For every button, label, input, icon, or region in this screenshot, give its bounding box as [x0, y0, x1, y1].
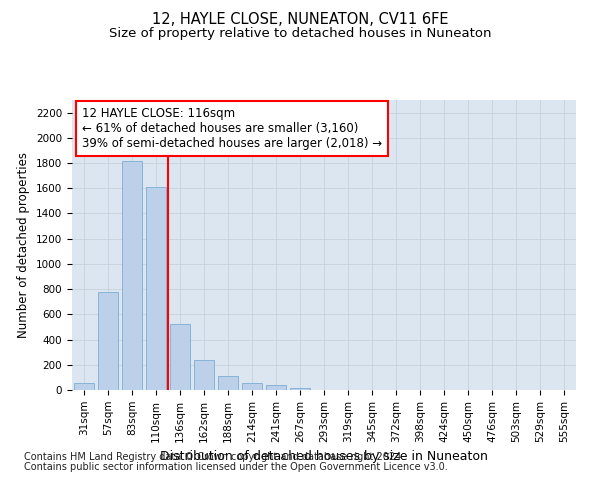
Bar [74, 383, 94, 390]
Y-axis label: Number of detached properties: Number of detached properties [17, 152, 31, 338]
Bar [146, 187, 166, 390]
Bar [218, 376, 238, 390]
Bar [170, 324, 190, 390]
Text: 12 HAYLE CLOSE: 116sqm
← 61% of detached houses are smaller (3,160)
39% of semi-: 12 HAYLE CLOSE: 116sqm ← 61% of detached… [82, 108, 382, 150]
Text: Contains HM Land Registry data © Crown copyright and database right 2024.: Contains HM Land Registry data © Crown c… [24, 452, 404, 462]
Bar [194, 360, 214, 390]
Text: Size of property relative to detached houses in Nuneaton: Size of property relative to detached ho… [109, 28, 491, 40]
Text: 12, HAYLE CLOSE, NUNEATON, CV11 6FE: 12, HAYLE CLOSE, NUNEATON, CV11 6FE [152, 12, 448, 28]
Bar [290, 388, 310, 390]
Bar [266, 385, 286, 390]
X-axis label: Distribution of detached houses by size in Nuneaton: Distribution of detached houses by size … [160, 450, 488, 463]
Bar [122, 160, 142, 390]
Text: Contains public sector information licensed under the Open Government Licence v3: Contains public sector information licen… [24, 462, 448, 472]
Bar [98, 292, 118, 390]
Bar [242, 382, 262, 390]
